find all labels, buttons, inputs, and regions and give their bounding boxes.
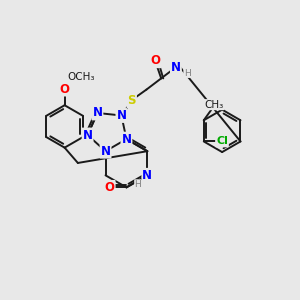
Text: H: H [135,180,141,189]
Text: S: S [128,94,136,107]
Text: N: N [82,128,93,142]
Text: H: H [184,69,190,78]
Text: O: O [60,82,70,95]
Text: CH₃: CH₃ [205,100,224,110]
Text: O: O [105,181,115,194]
Text: N: N [122,133,131,146]
Text: N: N [100,145,110,158]
Text: Cl: Cl [216,136,228,146]
Text: OCH₃: OCH₃ [67,72,94,82]
Text: N: N [116,109,126,122]
Text: O: O [151,54,161,67]
Text: N: N [142,169,152,182]
Text: N: N [171,61,181,74]
Text: N: N [92,106,102,119]
